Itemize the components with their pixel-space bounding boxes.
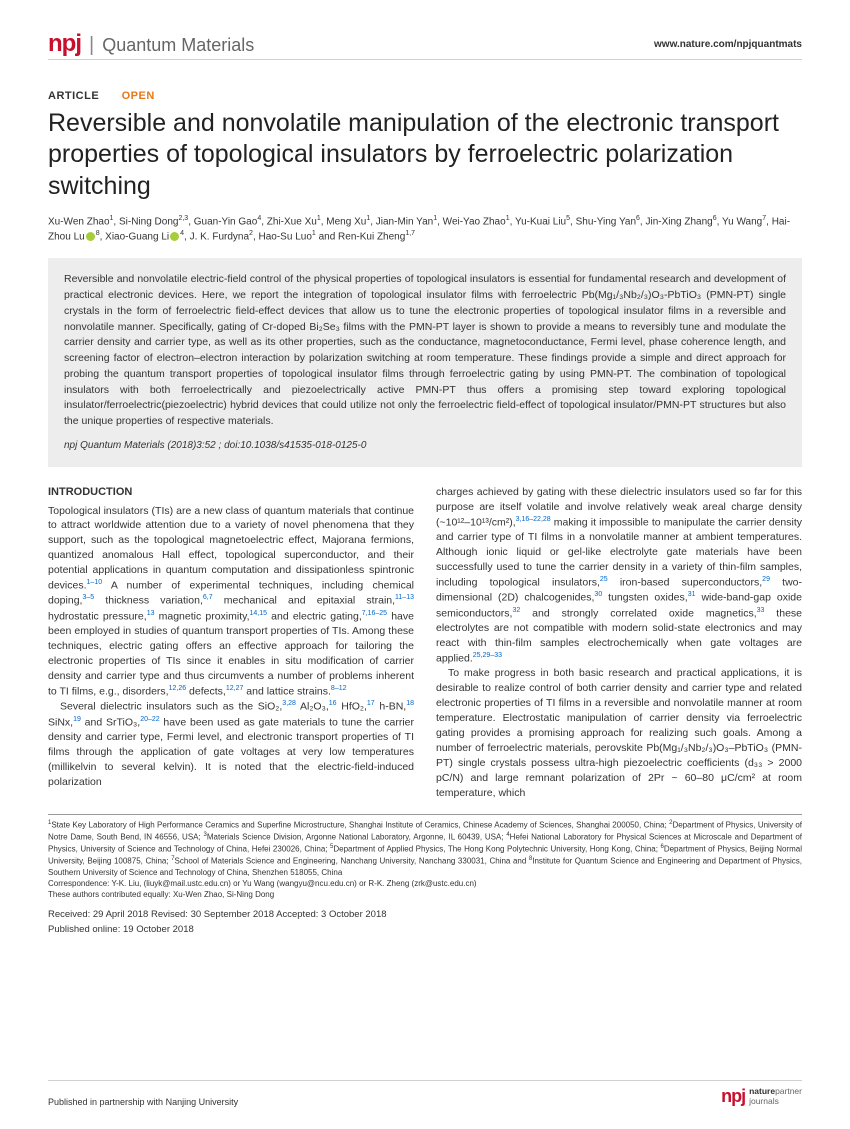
article-dates: Received: 29 April 2018 Revised: 30 Sept… [48,908,802,937]
page-footer: Published in partnership with Nanjing Un… [48,1080,802,1107]
affiliations: 1State Key Laboratory of High Performanc… [48,814,802,900]
published-online: Published online: 19 October 2018 [48,923,802,937]
citation: npj Quantum Materials (2018)3:52 ; doi:1… [64,438,786,453]
intro-paragraph-2: Several dielectric insulators such as th… [48,699,414,789]
correspondence: Correspondence: Y-K. Liu, (liuyk@mail.us… [48,878,802,889]
journal-name: Quantum Materials [102,35,254,56]
received-revised-accepted: Received: 29 April 2018 Revised: 30 Sept… [48,908,802,922]
article-title: Reversible and nonvolatile manipulation … [48,108,802,202]
article-label: ARTICLE [48,90,99,102]
footer-brand-logo: npj [721,1086,745,1107]
column-left: INTRODUCTION Topological insulators (TIs… [48,485,414,801]
page-header: npj | Quantum Materials www.nature.com/n… [48,30,802,60]
brand-logo: npj [48,30,81,58]
author-list: Xu-Wen Zhao1, Si-Ning Dong2,3, Guan-Yin … [48,214,802,245]
affiliations-text: 1State Key Laboratory of High Performanc… [48,819,802,878]
introduction-heading: INTRODUCTION [48,485,414,501]
article-type-row: ARTICLE OPEN [48,86,802,104]
intro-paragraph-4: To make progress in both basic research … [436,666,802,800]
equal-contribution: These authors contributed equally: Xu-We… [48,889,802,900]
brand-divider: | [89,34,94,57]
body-columns: INTRODUCTION Topological insulators (TIs… [48,485,802,801]
footer-logo: npj naturepartner journals [721,1086,802,1107]
open-access-label: OPEN [122,90,155,102]
intro-paragraph-3: charges achieved by gating with these di… [436,485,802,666]
footer-brand-text: naturepartner journals [749,1087,802,1106]
journal-brand: npj | Quantum Materials [48,30,254,58]
intro-paragraph-1: Topological insulators (TIs) are a new c… [48,504,414,700]
footer-partnership: Published in partnership with Nanjing Un… [48,1097,238,1107]
abstract-text: Reversible and nonvolatile electric-fiel… [64,272,786,430]
journal-website: www.nature.com/npjquantmats [654,39,802,50]
column-right: charges achieved by gating with these di… [436,485,802,801]
abstract-box: Reversible and nonvolatile electric-fiel… [48,258,802,467]
